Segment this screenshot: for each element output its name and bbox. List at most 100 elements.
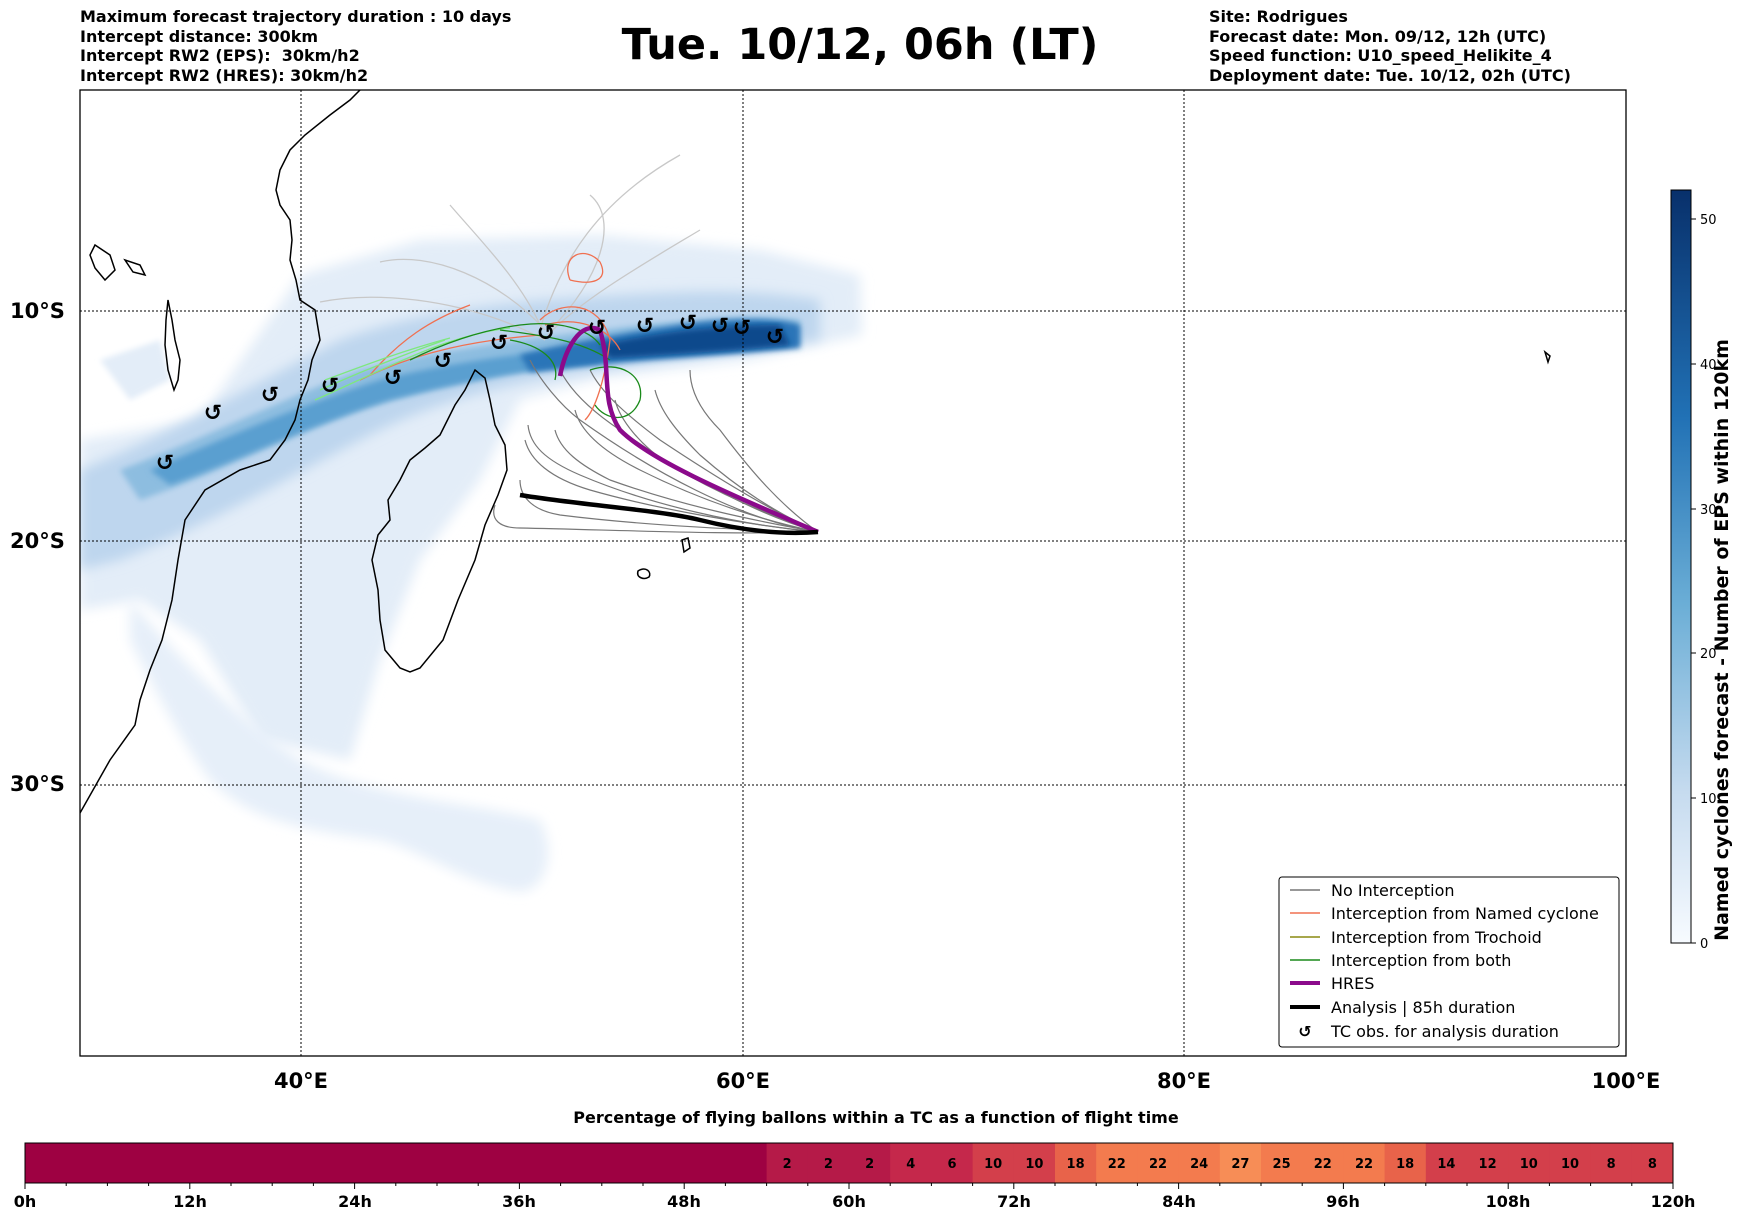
timeline-axis-label: 96h xyxy=(1326,1192,1360,1211)
timeline-cell xyxy=(849,1143,891,1183)
timeline-cell-value: 10 xyxy=(1561,1157,1579,1172)
tc-symbol-icon: ↺ xyxy=(711,314,729,339)
header-left-line: Intercept RW2 (EPS): 30km/h2 xyxy=(80,46,360,65)
lat-label: 20°S xyxy=(10,529,65,553)
trajectories-no-interception xyxy=(493,359,819,534)
lat-label: 10°S xyxy=(10,299,65,323)
timeline-cell-value: 22 xyxy=(1149,1157,1167,1172)
timeline-cell xyxy=(1590,1143,1633,1183)
tc-symbol-icon: ↺ xyxy=(588,316,606,341)
trajectories-light xyxy=(319,154,701,341)
timeline-cell xyxy=(1631,1143,1674,1183)
timeline-bar: 2 2 2 4 6 10 10 18 22 22 24 27 25 22 22 18 14 12 10 10 8 8 0h… xyxy=(14,1142,1696,1211)
header-right-line: Site: Rodrigues xyxy=(1209,7,1348,26)
header-right-line: Deployment date: Tue. 10/12, 02h (UTC) xyxy=(1209,65,1571,85)
timeline-cell xyxy=(931,1143,974,1183)
timeline-cell-value: 8 xyxy=(1648,1157,1657,1172)
timeline-cell xyxy=(1508,1143,1550,1183)
timeline-cell-value: 22 xyxy=(1108,1157,1126,1172)
tc-symbol-icon: ↺ xyxy=(537,321,555,346)
colorbar-label-text: Named cyclones forecast - Number of EPS … xyxy=(1711,339,1733,941)
timeline-cell xyxy=(1467,1143,1509,1183)
timeline-ticks xyxy=(24,1183,1674,1189)
timeline-cell xyxy=(766,1143,809,1183)
header-left-line: Intercept distance: 300km xyxy=(80,26,319,46)
tc-symbol-icon: ↺ xyxy=(636,314,654,339)
colorbar: 0 10 20 30 40 50 xyxy=(1670,189,1717,952)
map-layers: ↺ ↺ ↺ ↺ ↺ ↺ ↺ ↺ ↺ ↺ ↺ ↺ ↺ ↺ xyxy=(80,90,1626,1056)
timeline-cell-value: 18 xyxy=(1067,1157,1085,1172)
colorbar-tick: 20 xyxy=(1700,647,1717,662)
timeline-cell xyxy=(1425,1143,1468,1183)
timeline-cell xyxy=(1343,1143,1386,1183)
timeline-cell xyxy=(1096,1143,1138,1183)
lon-label: 100°E xyxy=(1592,1069,1661,1093)
timeline-axis-label: 0h xyxy=(14,1192,37,1211)
coastlines xyxy=(80,90,1551,814)
graticule xyxy=(80,90,1626,1056)
timeline-cell xyxy=(1219,1143,1262,1183)
timeline-cell-value: 4 xyxy=(906,1157,915,1172)
timeline-cell xyxy=(972,1143,1015,1183)
legend-label: No Interception xyxy=(1331,881,1455,900)
timeline-cell xyxy=(1137,1143,1180,1183)
timeline-cell-value: 2 xyxy=(865,1157,874,1172)
timeline-cell xyxy=(1261,1143,1303,1183)
timeline-cell-value: 18 xyxy=(1396,1157,1414,1172)
timeline-title: Percentage of flying ballons within a TC… xyxy=(573,1108,1179,1127)
timeline-cell xyxy=(807,1143,850,1183)
colorbar-tick: 0 xyxy=(1700,937,1708,952)
lat-label: 30°S xyxy=(10,772,65,796)
tc-symbol-icon: ↺ xyxy=(156,451,174,476)
timeline-cell-value: 12 xyxy=(1479,1157,1497,1172)
timeline-cell xyxy=(890,1143,932,1183)
eps-density-field xyxy=(80,235,862,892)
colorbar-tick: 10 xyxy=(1700,792,1717,807)
colorbar-tick: 40 xyxy=(1700,358,1717,373)
legend-label: TC obs. for analysis duration xyxy=(1330,1022,1559,1041)
header-right-line: Forecast date: Mon. 09/12, 12h (UTC) xyxy=(1209,26,1547,46)
header-info-right: Site: Rodrigues Forecast date: Mon. 09/1… xyxy=(1209,7,1571,85)
legend-label: Interception from Trochoid xyxy=(1331,928,1542,947)
legend-label: Interception from Named cyclone xyxy=(1331,904,1599,923)
tc-symbol-icon: ↺ xyxy=(204,401,222,426)
timeline-cell-value: 8 xyxy=(1607,1157,1616,1172)
timeline-cell xyxy=(1384,1143,1427,1183)
timeline-cell-value: 10 xyxy=(1520,1157,1538,1172)
tc-symbol-icon: ↺ xyxy=(261,383,279,408)
map-frame xyxy=(79,89,1627,1057)
header-left-line: Intercept RW2 (HRES): 30km/h2 xyxy=(80,65,369,85)
timeline-axis-label: 108h xyxy=(1486,1192,1531,1211)
timeline-cell-value: 14 xyxy=(1437,1157,1455,1172)
lon-label: 80°E xyxy=(1157,1069,1211,1093)
legend: No Interception Interception from Named … xyxy=(1278,876,1620,1048)
tc-observations: ↺ ↺ ↺ ↺ ↺ ↺ ↺ ↺ ↺ ↺ ↺ ↺ ↺ ↺ xyxy=(156,311,784,476)
timeline-cell-value: 6 xyxy=(947,1157,956,1172)
tc-symbol-icon: ↺ xyxy=(384,366,402,391)
timeline-cell-value: 2 xyxy=(824,1157,833,1172)
timeline-axis-label: 48h xyxy=(667,1192,701,1211)
tc-symbol-icon: ↺ xyxy=(733,316,751,341)
timeline-cell xyxy=(1178,1143,1221,1183)
timeline-cells: 2 2 2 4 6 10 10 18 22 22 24 27 25 22 22 18 14 12 10 10 8 8 xyxy=(766,1143,1674,1183)
timeline-cell-value: 22 xyxy=(1355,1157,1373,1172)
hres-trajectory xyxy=(557,325,819,535)
timeline-axis-label: 72h xyxy=(997,1192,1031,1211)
header-info-left: Maximum forecast trajectory duration : 1… xyxy=(80,7,511,85)
timeline-cell-value: 10 xyxy=(984,1157,1002,1172)
timeline-cell xyxy=(1055,1143,1097,1183)
header-left-line: Maximum forecast trajectory duration : 1… xyxy=(80,7,512,26)
tc-symbol-icon: ↺ xyxy=(679,311,697,336)
timeline-cell-value: 27 xyxy=(1231,1157,1249,1172)
header-right-line: Speed function: U10_speed_Helikite_4 xyxy=(1209,46,1552,65)
timeline-axis-label: 24h xyxy=(338,1192,372,1211)
timeline-axis-label: 120h xyxy=(1651,1192,1696,1211)
timeline-cell-value: 10 xyxy=(1025,1157,1043,1172)
tc-symbol-icon: ↺ xyxy=(434,349,452,374)
timeline-axis-label: 60h xyxy=(832,1192,866,1211)
timeline-cell-value: 24 xyxy=(1190,1157,1208,1172)
timeline-axis-label: 36h xyxy=(502,1192,536,1211)
timeline-axis-label: 12h xyxy=(173,1192,207,1211)
timeline-cell-value: 22 xyxy=(1314,1157,1332,1172)
